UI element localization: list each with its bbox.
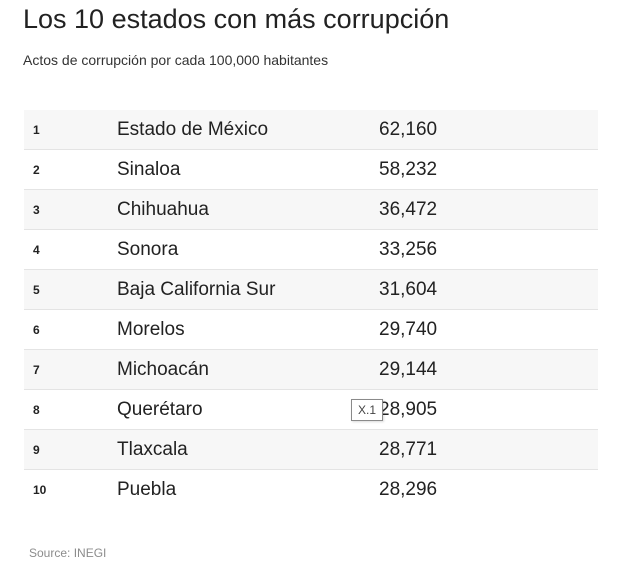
table-row: 5 Baja California Sur 31,604 [24, 270, 598, 310]
table-row: 4 Sonora 33,256 [24, 230, 598, 270]
rank-cell: 9 [33, 443, 40, 457]
zoom-badge[interactable]: X.1 [351, 399, 383, 421]
state-cell: Sonora [117, 239, 179, 260]
source-note: Source: INEGI [29, 546, 107, 560]
value-cell: 58,232 [379, 159, 438, 180]
chart-subtitle: Actos de corrupción por cada 100,000 hab… [23, 52, 329, 68]
rank-cell: 7 [33, 363, 40, 377]
value-cell: 29,144 [379, 359, 438, 380]
state-cell: Chihuahua [117, 199, 209, 220]
state-cell: Querétaro [117, 399, 203, 420]
table-row: 3 Chihuahua 36,472 [24, 190, 598, 230]
chart-title: Los 10 estados con más corrupción [23, 4, 450, 34]
value-cell: 28,905 [379, 399, 438, 420]
rank-cell: 5 [33, 283, 40, 297]
rank-cell: 1 [33, 123, 40, 137]
table-row: 8 Querétaro 28,905 [24, 390, 598, 430]
value-cell: 31,604 [379, 279, 438, 300]
value-cell: 29,740 [379, 319, 438, 340]
rank-cell: 6 [33, 323, 40, 337]
table-row: 1 Estado de México 62,160 [24, 110, 598, 150]
table-row: 10 Puebla 28,296 [24, 470, 598, 510]
state-cell: Tlaxcala [117, 439, 188, 460]
state-cell: Baja California Sur [117, 279, 276, 300]
table-row: 2 Sinaloa 58,232 [24, 150, 598, 190]
table-row: 9 Tlaxcala 28,771 [24, 430, 598, 470]
value-cell: 33,256 [379, 239, 438, 260]
value-cell: 62,160 [379, 119, 438, 140]
state-cell: Michoacán [117, 359, 209, 380]
rank-cell: 10 [33, 483, 47, 497]
state-cell: Morelos [117, 319, 185, 340]
value-cell: 28,296 [379, 479, 438, 500]
table-row: 6 Morelos 29,740 [24, 310, 598, 350]
state-cell: Estado de México [117, 119, 269, 140]
state-cell: Puebla [117, 479, 177, 500]
table-row: 7 Michoacán 29,144 [24, 350, 598, 390]
value-cell: 36,472 [379, 199, 438, 220]
ranking-table: 1 Estado de México 62,160 2 Sinaloa 58,232 3 Ch… [24, 110, 598, 510]
rank-cell: 2 [33, 163, 40, 177]
rank-cell: 4 [33, 243, 40, 257]
state-cell: Sinaloa [117, 159, 181, 180]
rank-cell: 8 [33, 403, 40, 417]
rank-cell: 3 [33, 203, 40, 217]
value-cell: 28,771 [379, 439, 438, 460]
